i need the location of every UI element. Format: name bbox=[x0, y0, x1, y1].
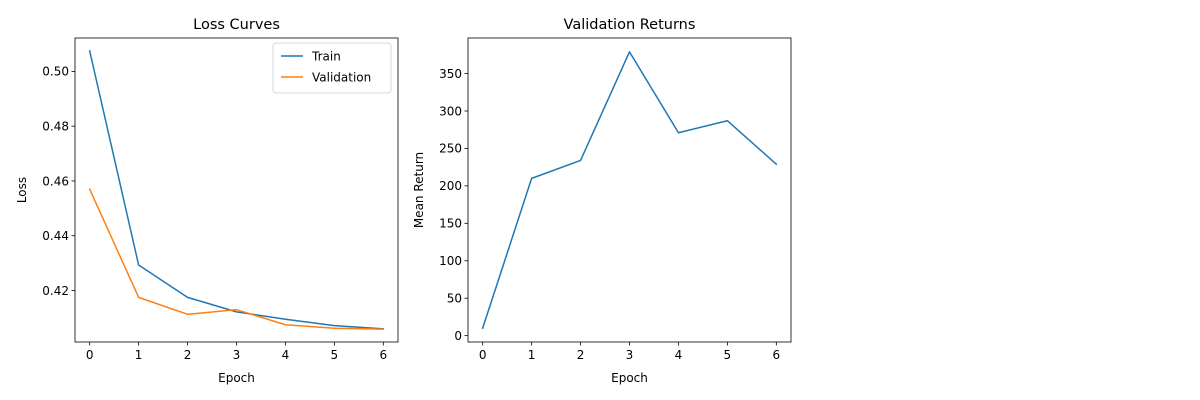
x-tick-label: 1 bbox=[135, 348, 143, 362]
x-tick-label: 4 bbox=[675, 348, 683, 362]
x-tick-label: 3 bbox=[626, 348, 634, 362]
x-tick-label: 5 bbox=[724, 348, 732, 362]
y-tick-label: 200 bbox=[439, 179, 462, 193]
chart-title: Validation Returns bbox=[564, 17, 696, 33]
chart-panel-1: 0 1 2 3 4 5 6 0.42 0.44 0.46 0.48 0.50 Loss Curves Ep… bbox=[15, 17, 399, 385]
y-tick-label: 0.48 bbox=[42, 119, 69, 133]
y-tick-label: 150 bbox=[439, 217, 462, 231]
y-tick-label: 0 bbox=[454, 329, 462, 343]
series-line-series-1 bbox=[481, 51, 778, 330]
x-tick-label: 2 bbox=[577, 348, 585, 362]
x-tick-label: 5 bbox=[331, 348, 339, 362]
chart-panel-2: 0 1 2 3 4 5 6 0 50 100 150 200 250 300 350 Validation R… bbox=[412, 17, 792, 385]
legend-entry: Train bbox=[311, 49, 341, 63]
axes-frame bbox=[467, 37, 792, 343]
x-tick-label: 0 bbox=[86, 348, 94, 362]
y-tick-label: 0.44 bbox=[42, 229, 69, 243]
y-axis-label: Loss bbox=[15, 177, 29, 203]
x-axis-label: Epoch bbox=[611, 371, 648, 385]
chart-title: Loss Curves bbox=[193, 17, 280, 33]
x-tick-label: 2 bbox=[184, 348, 192, 362]
y-tick-label: 0.46 bbox=[42, 174, 69, 188]
legend: Train Validation bbox=[272, 42, 392, 94]
y-axis-label: Mean Return bbox=[412, 152, 426, 228]
x-tick-label: 1 bbox=[528, 348, 536, 362]
x-tick-label: 6 bbox=[772, 348, 780, 362]
y-tick-label: 250 bbox=[439, 142, 462, 156]
y-tick-label: 50 bbox=[447, 291, 462, 305]
x-tick-label: 4 bbox=[282, 348, 290, 362]
x-axis-label: Epoch bbox=[218, 371, 255, 385]
series-line-validation bbox=[88, 188, 385, 330]
x-tick-label: 6 bbox=[379, 348, 387, 362]
series-line-train bbox=[88, 49, 385, 330]
y-tick-label: 0.42 bbox=[42, 284, 69, 298]
y-tick-label: 300 bbox=[439, 104, 462, 118]
y-tick-label: 100 bbox=[439, 254, 462, 268]
x-tick-label: 0 bbox=[479, 348, 487, 362]
y-tick-label: 350 bbox=[439, 67, 462, 81]
x-tick-label: 3 bbox=[233, 348, 241, 362]
legend-entry: Validation bbox=[312, 70, 371, 84]
y-tick-label: 0.50 bbox=[42, 65, 69, 79]
